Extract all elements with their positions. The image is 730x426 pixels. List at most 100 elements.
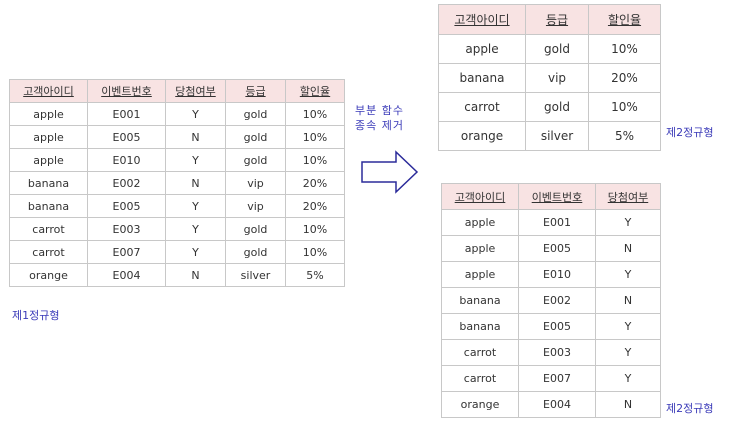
second-normal-form-event-table: 고객아이디 이벤트번호 당첨여부 apple E001 Y apple E005… — [441, 183, 661, 418]
table-cell: apple — [441, 209, 519, 236]
table-cell: gold — [225, 125, 286, 149]
first-normal-form-table: 고객아이디 이벤트번호 당첨여부 등급 할인율 apple E001 Y gol… — [9, 79, 345, 287]
table-row: carrot E003 Y gold 10% — [9, 217, 345, 241]
table-cell: carrot — [438, 92, 526, 122]
table-row: carrot E007 Y gold 10% — [9, 240, 345, 264]
table-cell: E001 — [518, 209, 596, 236]
table-cell: 10% — [285, 125, 345, 149]
table-row: banana E005 Y — [441, 313, 661, 340]
table-cell: E005 — [87, 125, 166, 149]
table-cell: apple — [9, 125, 88, 149]
table-cell: banana — [441, 313, 519, 340]
table-cell: gold — [225, 240, 286, 264]
table-cell: E002 — [87, 171, 166, 195]
table-cell: apple — [9, 148, 88, 172]
right-arrow-icon — [361, 150, 419, 194]
table-row: carrot E007 Y — [441, 365, 661, 392]
table-cell: E005 — [518, 313, 596, 340]
table-cell: E003 — [87, 217, 166, 241]
table-cell: apple — [438, 34, 526, 64]
table-cell: Y — [595, 209, 661, 236]
arrow-label: 부분 함수 종속 제거 — [355, 103, 404, 133]
table-cell: N — [165, 263, 226, 287]
table-row: banana E002 N vip 20% — [9, 171, 345, 195]
table-cell: 5% — [285, 263, 345, 287]
table-cell: Y — [595, 365, 661, 392]
table-cell: N — [595, 235, 661, 262]
table-cell: E002 — [518, 287, 596, 314]
column-header-event-number: 이벤트번호 — [518, 183, 596, 210]
table-cell: Y — [595, 313, 661, 340]
table-cell: Y — [165, 148, 226, 172]
table-cell: banana — [9, 171, 88, 195]
column-header-discount-rate: 할인율 — [588, 4, 661, 35]
table-cell: vip — [225, 171, 286, 195]
table-cell: banana — [9, 194, 88, 218]
table-cell: vip — [525, 63, 589, 93]
table-row: apple E010 Y — [441, 261, 661, 288]
table-cell: E005 — [518, 235, 596, 262]
table-cell: Y — [165, 240, 226, 264]
column-header-customer-id: 고객아이디 — [438, 4, 526, 35]
table-row: banana E005 Y vip 20% — [9, 194, 345, 218]
table-cell: carrot — [9, 240, 88, 264]
table-cell: N — [595, 391, 661, 418]
second-normal-form-caption: 제2정규형 — [666, 126, 714, 139]
table-cell: Y — [595, 261, 661, 288]
table-cell: 5% — [588, 121, 661, 151]
table-cell: E003 — [518, 339, 596, 366]
table-row: carrot E003 Y — [441, 339, 661, 366]
table-cell: gold — [225, 102, 286, 126]
table-cell: E007 — [518, 365, 596, 392]
table-cell: E005 — [87, 194, 166, 218]
table-cell: N — [595, 287, 661, 314]
table-cell: gold — [525, 92, 589, 122]
table-cell: E010 — [87, 148, 166, 172]
table-row: banana vip 20% — [438, 63, 661, 93]
arrow-label-line-2: 종속 제거 — [355, 119, 404, 132]
table-cell: N — [165, 171, 226, 195]
table-cell: 20% — [285, 171, 345, 195]
table-row: apple E001 Y — [441, 209, 661, 236]
table-cell: apple — [441, 235, 519, 262]
table-cell: Y — [165, 217, 226, 241]
table-cell: carrot — [441, 339, 519, 366]
table-cell: 10% — [285, 217, 345, 241]
table-cell: Y — [595, 339, 661, 366]
table-cell: E007 — [87, 240, 166, 264]
table-cell: apple — [441, 261, 519, 288]
column-header-customer-id: 고객아이디 — [441, 183, 519, 210]
table-cell: banana — [441, 287, 519, 314]
table-cell: 10% — [588, 92, 661, 122]
table-cell: silver — [525, 121, 589, 151]
table-row: orange E004 N silver 5% — [9, 263, 345, 287]
table-row: apple E001 Y gold 10% — [9, 102, 345, 126]
table-row: apple E005 N gold 10% — [9, 125, 345, 149]
table-cell: N — [165, 125, 226, 149]
arrow-label-line-1: 부분 함수 — [355, 104, 404, 117]
table-cell: banana — [438, 63, 526, 93]
table-row: apple gold 10% — [438, 34, 661, 64]
table-row: apple E010 Y gold 10% — [9, 148, 345, 172]
column-header-customer-id: 고객아이디 — [9, 79, 88, 103]
column-header-winning-status: 당첨여부 — [595, 183, 661, 210]
table-cell: 10% — [285, 102, 345, 126]
table-cell: apple — [9, 102, 88, 126]
table-row: orange silver 5% — [438, 121, 661, 151]
table-cell: carrot — [9, 217, 88, 241]
table-cell: E010 — [518, 261, 596, 288]
first-normal-form-caption: 제1정규형 — [12, 309, 60, 322]
table-cell: gold — [225, 217, 286, 241]
table-header-row: 고객아이디 이벤트번호 당첨여부 등급 할인율 — [9, 79, 345, 103]
table-row: apple E005 N — [441, 235, 661, 262]
table-header-row: 고객아이디 등급 할인율 — [438, 4, 661, 35]
table-cell: 10% — [285, 148, 345, 172]
column-header-grade: 등급 — [525, 4, 589, 35]
table-cell: orange — [9, 263, 88, 287]
table-cell: gold — [525, 34, 589, 64]
table-cell: 10% — [588, 34, 661, 64]
column-header-discount-rate: 할인율 — [285, 79, 345, 103]
table-cell: Y — [165, 194, 226, 218]
table-cell: carrot — [441, 365, 519, 392]
table-cell: orange — [441, 391, 519, 418]
